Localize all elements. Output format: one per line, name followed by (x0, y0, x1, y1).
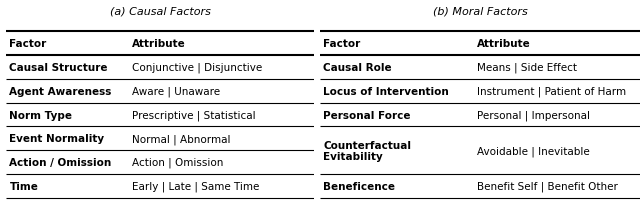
Text: Causal Role: Causal Role (323, 63, 392, 73)
Text: Beneficence: Beneficence (323, 181, 396, 191)
Text: Aware | Unaware: Aware | Unaware (132, 86, 220, 97)
Text: Means | Side Effect: Means | Side Effect (477, 62, 577, 73)
Text: Locus of Intervention: Locus of Intervention (323, 86, 449, 96)
Text: Factor: Factor (323, 39, 360, 49)
Text: Personal Force: Personal Force (323, 110, 411, 120)
Text: Causal Structure: Causal Structure (10, 63, 108, 73)
Text: Early | Late | Same Time: Early | Late | Same Time (132, 181, 260, 191)
Text: Prescriptive | Statistical: Prescriptive | Statistical (132, 110, 256, 120)
Text: Conjunctive | Disjunctive: Conjunctive | Disjunctive (132, 62, 262, 73)
Text: Factor: Factor (10, 39, 47, 49)
Text: Attribute: Attribute (477, 39, 531, 49)
Text: Action | Omission: Action | Omission (132, 157, 224, 168)
Text: Personal | Impersonal: Personal | Impersonal (477, 110, 590, 120)
Text: Event Normality: Event Normality (10, 134, 104, 144)
Text: Counterfactual
Evitability: Counterfactual Evitability (323, 140, 412, 161)
Text: Time: Time (10, 181, 38, 191)
Text: Benefit Self | Benefit Other: Benefit Self | Benefit Other (477, 181, 618, 191)
Text: Norm Type: Norm Type (10, 110, 72, 120)
Text: Action / Omission: Action / Omission (10, 157, 112, 167)
Text: Attribute: Attribute (132, 39, 186, 49)
Text: (a) Causal Factors: (a) Causal Factors (109, 6, 211, 16)
Text: Avoidable | Inevitable: Avoidable | Inevitable (477, 145, 589, 156)
Text: Agent Awareness: Agent Awareness (10, 86, 112, 96)
Text: Instrument | Patient of Harm: Instrument | Patient of Harm (477, 86, 626, 97)
Text: (b) Moral Factors: (b) Moral Factors (433, 6, 527, 16)
Text: Normal | Abnormal: Normal | Abnormal (132, 133, 231, 144)
